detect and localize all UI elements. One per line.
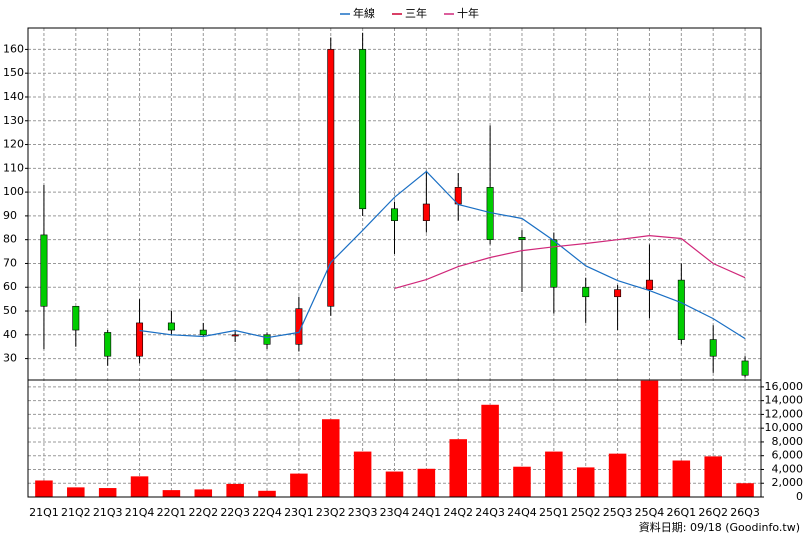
- x-tick-label: 22Q4: [252, 506, 282, 519]
- volume-bar: [640, 380, 659, 497]
- y-tick-label: 60: [3, 280, 17, 293]
- volume-bar: [290, 473, 308, 497]
- y-tick-label: 70: [3, 256, 17, 269]
- candle-body: [709, 339, 717, 357]
- candle-body: [614, 289, 622, 298]
- candle-body: [231, 334, 239, 337]
- volume-bar: [67, 487, 85, 497]
- volume-bar: [226, 483, 244, 497]
- volume-bar: [608, 453, 627, 497]
- legend-label: 年線: [353, 6, 375, 20]
- x-tick-label: 21Q4: [125, 506, 155, 519]
- y-tick-label: 80: [3, 233, 17, 246]
- y2-tick-label: 6,000: [772, 449, 804, 462]
- candle-body: [327, 49, 335, 307]
- candle-body: [359, 49, 367, 210]
- candle-body: [677, 279, 685, 340]
- x-tick-label: 24Q1: [412, 506, 442, 519]
- y-tick-label: 140: [3, 90, 24, 103]
- y-tick-label: 150: [3, 66, 24, 79]
- y-tick-label: 110: [3, 161, 24, 174]
- plot-frame: [27, 27, 762, 498]
- volume-bar: [321, 419, 340, 497]
- legend-label: 三年: [405, 6, 427, 20]
- volume-bar: [417, 468, 436, 497]
- y2-tick-label: 8,000: [772, 435, 804, 448]
- volume-bar: [98, 488, 117, 497]
- x-tick-label: 24Q4: [507, 506, 537, 519]
- y2-tick-label: 10,000: [765, 421, 804, 434]
- y2-tick-label: 0: [796, 490, 803, 503]
- x-tick-label: 23Q2: [316, 506, 346, 519]
- source-note: 資料日期: 09/18 (Goodinfo.tw): [639, 520, 800, 534]
- y-tick-label: 50: [3, 304, 17, 317]
- volume-bar: [449, 439, 468, 497]
- x-tick-label: 24Q2: [443, 506, 473, 519]
- x-tick-label: 22Q1: [157, 506, 187, 519]
- x-tick-label: 25Q2: [571, 506, 601, 519]
- volume-bar: [258, 490, 276, 497]
- candle-body: [40, 234, 48, 307]
- volume-bar: [736, 483, 754, 497]
- x-tick-label: 25Q4: [635, 506, 665, 519]
- y-tick-label: 90: [3, 209, 17, 222]
- y-tick-label: 120: [3, 138, 24, 151]
- y2-tick-label: 4,000: [772, 462, 804, 475]
- y-tick-label: 130: [3, 114, 24, 127]
- candle-body: [582, 286, 590, 298]
- candle-body: [741, 360, 749, 376]
- candle-body: [391, 208, 398, 221]
- volume-bar: [353, 451, 372, 497]
- volume-bar: [385, 471, 404, 497]
- y-tick-label: 100: [3, 185, 24, 198]
- candle-body: [263, 334, 271, 345]
- y2-tick-label: 2,000: [772, 476, 804, 489]
- x-tick-label: 23Q4: [380, 506, 410, 519]
- candle-body: [104, 332, 112, 357]
- candle-body: [136, 322, 144, 357]
- y-tick-label: 40: [3, 328, 17, 341]
- volume-bar: [130, 476, 149, 497]
- volume-bar: [194, 489, 213, 497]
- volume-bar: [481, 404, 499, 497]
- ma-line: [394, 234, 746, 289]
- volume-bar: [576, 467, 595, 497]
- volume-bar: [513, 466, 531, 497]
- volume-bar: [672, 460, 691, 497]
- volume-bar: [545, 451, 563, 497]
- y2-tick-label: 12,000: [765, 407, 804, 420]
- x-tick-label: 24Q3: [475, 506, 505, 519]
- x-tick-label: 22Q2: [188, 506, 218, 519]
- x-tick-label: 22Q3: [220, 506, 250, 519]
- x-tick-label: 26Q1: [666, 506, 696, 519]
- x-tick-label: 21Q1: [29, 506, 59, 519]
- y-tick-label: 160: [3, 42, 24, 55]
- x-tick-label: 25Q3: [603, 506, 633, 519]
- candle-body: [199, 329, 207, 336]
- legend-label: 十年: [457, 6, 479, 20]
- x-tick-label: 21Q3: [93, 506, 123, 519]
- x-tick-label: 23Q3: [348, 506, 378, 519]
- ma-line: [139, 170, 746, 340]
- candle-body: [167, 322, 175, 331]
- candle-body: [72, 305, 80, 331]
- candle-body: [550, 239, 558, 288]
- volume-bar: [162, 490, 181, 497]
- x-tick-label: 23Q1: [284, 506, 314, 519]
- y-tick-label: 30: [3, 352, 17, 365]
- x-tick-label: 26Q3: [730, 506, 760, 519]
- x-tick-label: 25Q1: [539, 506, 569, 519]
- candle-body: [422, 203, 430, 221]
- candle-body: [645, 279, 653, 290]
- volume-bar: [704, 456, 722, 497]
- y2-tick-label: 16,000: [765, 380, 804, 393]
- x-tick-label: 21Q2: [61, 506, 91, 519]
- volume-bar: [35, 480, 53, 497]
- candle-body: [518, 236, 526, 240]
- y2-tick-label: 14,000: [765, 394, 804, 407]
- x-tick-label: 26Q2: [698, 506, 728, 519]
